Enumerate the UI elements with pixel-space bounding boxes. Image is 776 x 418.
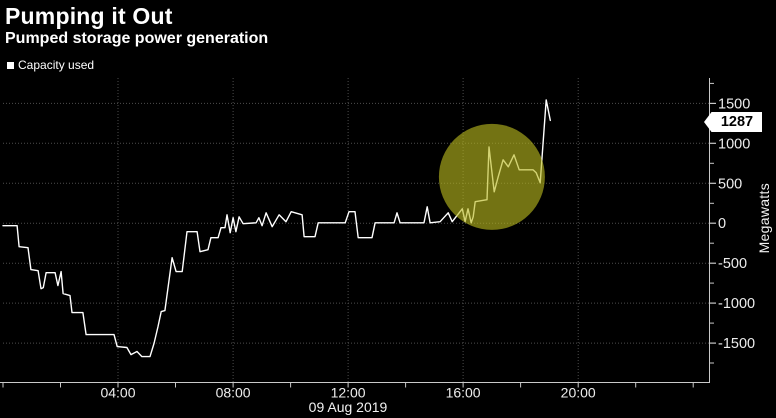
legend-marker-icon <box>7 61 14 69</box>
x-tick-label: 04:00 <box>100 385 135 401</box>
y-tick-label: 1000 <box>718 136 750 152</box>
legend-label: Capacity used <box>18 58 95 72</box>
y-tick-label: -500 <box>718 256 747 272</box>
y-tick-label: 500 <box>718 176 742 192</box>
x-tick-label: 12:00 <box>331 385 366 401</box>
y-tick-label: -1000 <box>718 296 755 312</box>
x-tick-label: 16:00 <box>446 385 481 401</box>
x-axis-date: 09 Aug 2019 <box>308 399 388 415</box>
highlight-circle-annotation <box>438 123 545 230</box>
chart-title: Pumping it Out <box>5 3 173 29</box>
last-value-badge: 1287 <box>704 112 762 132</box>
y-tick-label: 0 <box>718 216 726 232</box>
y-tick-label: -1500 <box>718 336 755 352</box>
x-tick-label: 08:00 <box>216 385 251 401</box>
x-tick-label: 20:00 <box>561 385 596 401</box>
y-tick-label: 1500 <box>718 96 750 112</box>
chart-subtitle: Pumped storage power generation <box>5 30 269 47</box>
legend: Capacity used <box>7 58 94 72</box>
y-axis-title: Megawatts <box>756 183 772 254</box>
